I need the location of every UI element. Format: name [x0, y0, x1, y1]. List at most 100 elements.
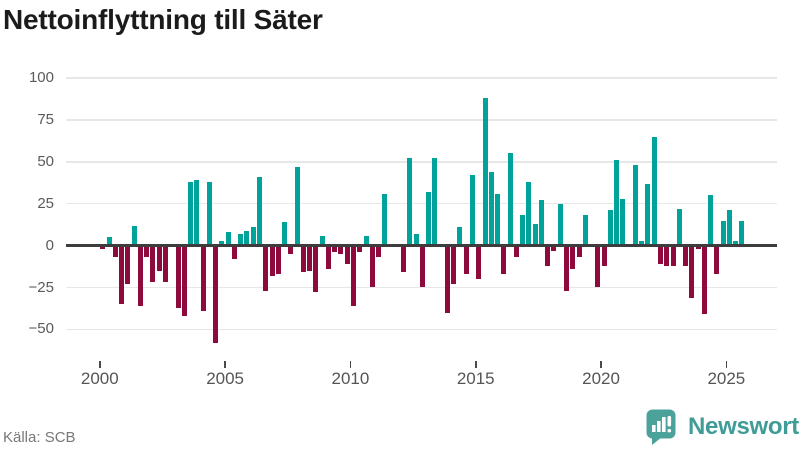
bar-2012Q2 [407, 158, 413, 246]
bar-2005Q1 [225, 232, 231, 246]
bar-2014Q4 [470, 175, 475, 246]
y-tick-label--50: −50 [28, 320, 54, 338]
bar-2000Q3 [112, 245, 118, 258]
bar-2006Q3 [263, 245, 269, 291]
bar-2010Q3 [363, 235, 369, 246]
bar-2003Q3 [188, 181, 193, 246]
bar-2010Q2 [357, 245, 363, 253]
bar-2017Q2 [532, 223, 538, 246]
bar-2002Q3 [163, 245, 168, 283]
bar-2004Q4 [219, 240, 225, 246]
bar-2020Q1 [601, 245, 607, 266]
bar-2008Q2 [307, 245, 313, 271]
bar-2020Q2 [607, 210, 613, 246]
bar-2001Q2 [131, 225, 137, 246]
bar-2009Q4 [344, 245, 350, 264]
bar-2015Q3 [488, 171, 494, 246]
bar-2016Q2 [507, 153, 513, 246]
bar-2001Q4 [144, 245, 150, 258]
bar-2016Q3 [513, 245, 519, 258]
bar-2023Q1 [676, 208, 682, 246]
bar-2002Q1 [150, 245, 156, 283]
x-tick-label-2000: 2000 [80, 369, 119, 388]
bar-2024Q4 [720, 220, 726, 246]
bar-2023Q2 [683, 245, 688, 266]
x-tick-2015 [474, 361, 477, 368]
bar-2015Q4 [495, 193, 500, 246]
bar-2007Q1 [275, 245, 281, 275]
bar-2006Q1 [250, 227, 256, 246]
gridline-75 [66, 119, 777, 121]
bar-2004Q2 [206, 181, 212, 246]
bar-2014Q1 [451, 245, 457, 285]
newsworthy-logo: Newsworthy [645, 408, 800, 446]
bar-2003Q2 [181, 245, 187, 316]
bar-2025Q2 [733, 240, 739, 246]
bar-2022Q3 [664, 245, 670, 266]
bar-2013Q2 [432, 158, 438, 246]
bar-2018Q4 [570, 245, 576, 270]
bar-2022Q1 [651, 136, 657, 246]
bar-2024Q1 [701, 245, 707, 315]
bar-2010Q1 [350, 245, 356, 306]
x-tick-2020 [600, 361, 602, 368]
bar-2005Q3 [238, 233, 244, 246]
bar-2018Q1 [551, 245, 557, 251]
bar-2003Q1 [175, 245, 181, 308]
bar-2009Q3 [338, 245, 344, 254]
bar-2017Q1 [526, 181, 532, 246]
y-tick-label-100: 100 [28, 68, 54, 86]
bar-2019Q4 [595, 245, 601, 288]
bar-2016Q4 [520, 215, 526, 246]
y-tick-label-25: 25 [37, 194, 54, 212]
bar-2021Q4 [645, 183, 651, 246]
bar-2003Q4 [194, 180, 200, 246]
bar-2022Q4 [670, 245, 676, 266]
bar-2007Q3 [288, 245, 294, 254]
bar-2005Q2 [231, 245, 237, 259]
bar-2007Q4 [294, 166, 300, 246]
gridline-25 [66, 202, 777, 205]
bar-2008Q3 [313, 245, 319, 293]
bar-2011Q1 [376, 245, 381, 258]
x-tick-2000 [99, 361, 101, 368]
gridline-50 [66, 161, 777, 163]
x-tick-label-2020: 2020 [582, 369, 620, 388]
bar-2010Q4 [369, 245, 375, 288]
bar-2013Q1 [426, 192, 432, 246]
bar-2017Q4 [545, 245, 551, 266]
bar-2002Q2 [156, 245, 162, 271]
x-tick-label-2015: 2015 [456, 369, 495, 388]
x-tick-label-2010: 2010 [331, 369, 370, 388]
newsworthy-speech-bubble-bar-chart-icon [645, 408, 680, 446]
bar-2006Q4 [269, 245, 275, 276]
bar-2021Q2 [632, 165, 638, 246]
bar-2018Q3 [564, 245, 569, 291]
gridline--50 [66, 328, 777, 331]
newsworthy-wordmark: Newsworthy [688, 413, 800, 440]
bar-2012Q1 [401, 245, 406, 273]
bar-2006Q2 [256, 176, 262, 246]
x-tick-2005 [224, 361, 226, 368]
bar-2015Q1 [476, 245, 482, 280]
bar-2017Q3 [538, 200, 544, 246]
bar-2005Q4 [244, 230, 250, 246]
bar-2025Q3 [739, 220, 745, 246]
zero-baseline [66, 244, 777, 247]
bar-2000Q4 [119, 245, 125, 305]
x-tick-2010 [349, 361, 352, 368]
x-tick-2025 [725, 361, 728, 368]
bar-2012Q4 [419, 245, 425, 288]
bar-2000Q2 [106, 237, 112, 246]
bar-2019Q2 [582, 215, 588, 246]
bar-2014Q2 [457, 227, 463, 246]
bar-2024Q3 [714, 245, 720, 275]
y-tick-label-50: 50 [37, 152, 54, 170]
bar-2009Q1 [325, 245, 331, 270]
gridline--25 [66, 286, 777, 289]
bar-2025Q1 [726, 210, 732, 246]
bar-2023Q3 [689, 245, 695, 298]
bar-2011Q2 [382, 193, 388, 246]
bar-2001Q1 [125, 245, 131, 285]
